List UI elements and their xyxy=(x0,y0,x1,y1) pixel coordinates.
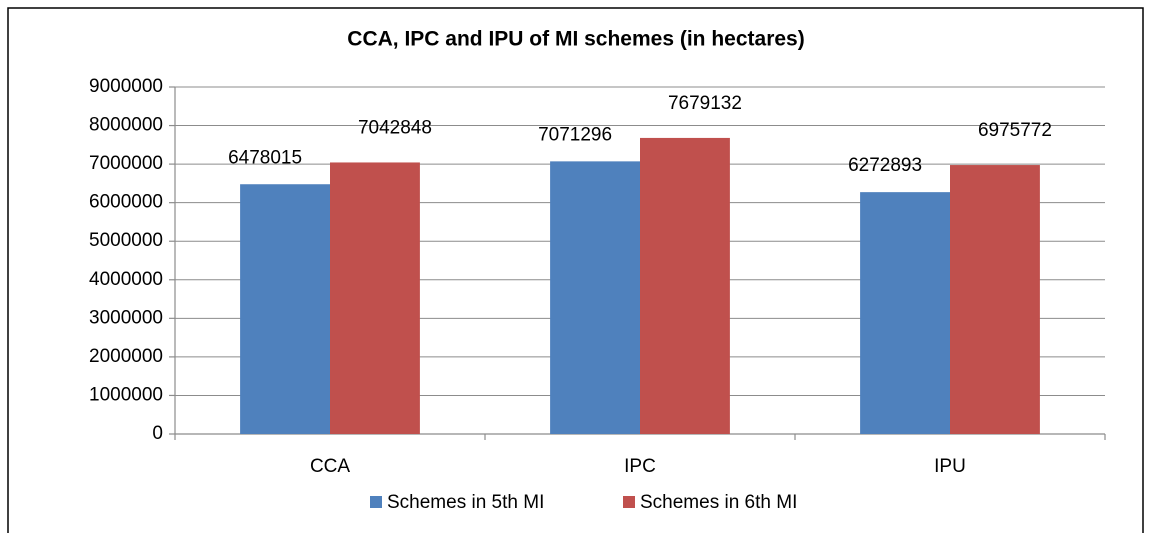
legend-label: Schemes in 5th MI xyxy=(387,492,544,513)
data-label: 6975772 xyxy=(978,120,1052,141)
chart-frame xyxy=(7,7,1144,533)
y-tick-label: 4000000 xyxy=(89,269,163,290)
data-label: 6272893 xyxy=(848,155,922,176)
legend-swatch xyxy=(623,496,635,508)
y-tick-label: 5000000 xyxy=(89,230,163,251)
data-label: 7679132 xyxy=(668,93,742,114)
y-tick-label: 1000000 xyxy=(89,384,163,405)
bar xyxy=(550,161,640,435)
y-tick-label: 0 xyxy=(152,423,163,444)
y-tick-label: 3000000 xyxy=(89,307,163,328)
legend-swatch xyxy=(370,496,382,508)
bar xyxy=(860,192,950,434)
data-label: 7071296 xyxy=(538,124,612,145)
y-tick-label: 8000000 xyxy=(89,115,163,136)
bar xyxy=(330,162,420,434)
bar xyxy=(950,165,1040,435)
y-tick-label: 9000000 xyxy=(89,76,163,97)
data-label: 7042848 xyxy=(358,117,432,138)
data-label: 6478015 xyxy=(228,147,302,168)
bar xyxy=(240,184,330,434)
y-tick-label: 2000000 xyxy=(89,346,163,367)
chart-title: CCA, IPC and IPU of MI schemes (in hecta… xyxy=(347,28,804,51)
y-tick-label: 7000000 xyxy=(89,153,163,174)
x-tick-label: IPU xyxy=(934,456,966,477)
x-tick-label: CCA xyxy=(310,456,350,477)
x-tick-label: IPC xyxy=(624,456,656,477)
y-tick-label: 6000000 xyxy=(89,192,163,213)
legend-label: Schemes in 6th MI xyxy=(640,492,797,513)
bar xyxy=(640,137,730,434)
